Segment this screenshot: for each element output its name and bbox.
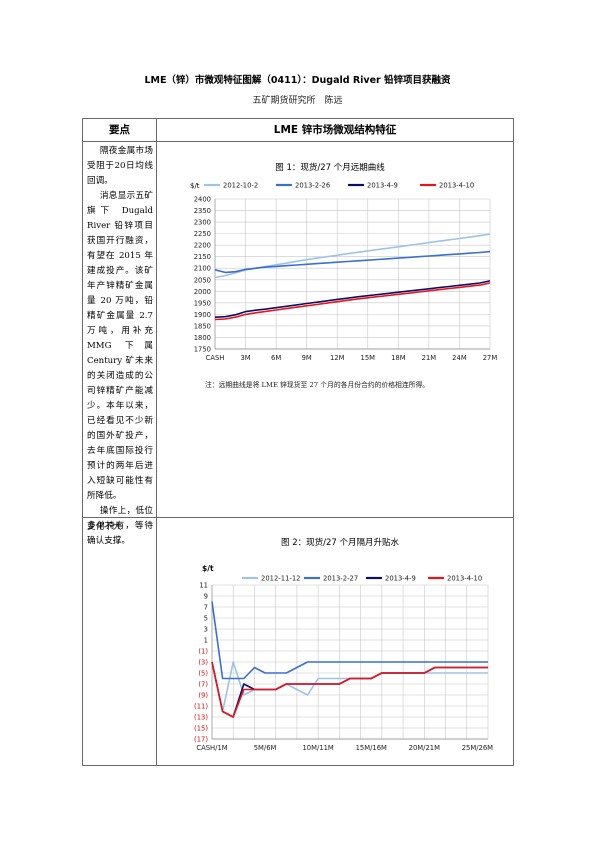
y-tick-label: (9) (198, 692, 208, 700)
legend-label: 2013-2-27 (323, 575, 358, 583)
x-tick-label: 15M (361, 354, 376, 362)
row-divider (83, 517, 513, 518)
legend-label: 2013-4-9 (385, 575, 416, 583)
y-tick-label: 9 (204, 593, 208, 601)
row2-key-point: 变化不大 (87, 522, 122, 532)
column-divider (156, 119, 157, 765)
x-tick-label: 12M (330, 354, 345, 362)
x-tick-label: 6M (271, 354, 281, 362)
y-tick-label: 1950 (194, 299, 211, 307)
y-tick-label: 2200 (194, 242, 211, 250)
header-market-structure: LME 锌市场微观结构特征 (273, 124, 397, 136)
y-tick-label: 1750 (194, 346, 211, 354)
x-tick-label: 24M (452, 354, 467, 362)
x-tick-label: 21M (422, 354, 437, 362)
y-tick-label: 2400 (194, 196, 211, 204)
series-line (214, 250, 491, 274)
x-tick-label: 9M (302, 354, 312, 362)
document-title: LME（锌）市微观特征图解（0411）：Dugald River 铅锌项目获融资 (144, 75, 451, 86)
series-line (214, 282, 491, 321)
spread-chart: 图 2：现货/27 个月隔月升贴水 $/t 11 9 7 5 3 1 (1) (3) (5) (7… (194, 537, 493, 752)
x-tick-label: 15M/16M (356, 744, 387, 752)
header-row-divider (83, 141, 513, 142)
series-line (211, 661, 488, 718)
y-tick-label: (17) (194, 736, 208, 744)
legend-label: 2012-11-12 (261, 575, 301, 583)
forward-curve-chart: 图 1：现货/27 个月远期曲线 $/t 2400 2350 2300 2250 220… (190, 162, 498, 362)
key-point-paragraph: 隔夜金属市场受阻于20日均线回调。 (87, 146, 153, 186)
legend-label: 2012-10-2 (223, 182, 258, 190)
x-tick-label: CASH (206, 354, 225, 362)
y-tick-label: (11) (194, 703, 208, 711)
header-key-points: 要点 (109, 124, 130, 136)
legend-label: 2013-4-10 (439, 182, 474, 190)
x-tick-label: 25M/26M (462, 744, 493, 752)
y-tick-label: (7) (198, 681, 208, 689)
analysis-table: 要点 LME 锌市场微观结构特征 隔夜金属市场受阻于20日均线回调。 消息显示五… (82, 118, 514, 766)
legend-label: 2013-4-10 (447, 575, 482, 583)
y-tick-label: 1850 (194, 322, 211, 330)
y-tick-label: 2300 (194, 219, 211, 227)
y-tick-label: 3 (204, 626, 208, 634)
y-tick-label: 2150 (194, 253, 211, 261)
x-tick-label: 20M/21M (409, 744, 440, 752)
y-tick-label: 11 (199, 582, 208, 590)
y-tick-label: 2350 (194, 207, 211, 215)
y-tick-label: (13) (194, 714, 208, 722)
y-tick-label: (3) (198, 659, 208, 667)
y-tick-label: 2250 (194, 230, 211, 238)
legend-label: 2013-4-9 (367, 182, 398, 190)
chart2-title: 图 2：现货/27 个月隔月升贴水 (281, 537, 399, 548)
x-tick-label: 27M (483, 354, 498, 362)
y-tick-label: 1 (204, 637, 208, 645)
x-tick-label: 10M/11M (302, 744, 333, 752)
series-line (211, 601, 488, 680)
author-line: 五矿期货研究所 陈远 (252, 96, 343, 106)
y-tick-label: 7 (204, 604, 208, 612)
x-tick-label: 18M (391, 354, 406, 362)
y-tick-label: 2000 (194, 288, 211, 296)
y-tick-label: 1800 (194, 334, 211, 342)
x-tick-label: 3M (240, 354, 250, 362)
y-tick-label: (15) (194, 725, 208, 733)
y-tick-label: 2100 (194, 265, 211, 273)
legend-label: 2013-2-26 (295, 182, 330, 190)
series-line (214, 280, 491, 318)
y-tick-label: (1) (198, 648, 208, 656)
chart2-unit-label: $/t (202, 564, 214, 573)
key-points-text: 隔夜金属市场受阻于20日均线回调。 消息显示五矿旗下 Dugald River … (87, 144, 153, 549)
series-line (214, 233, 491, 279)
x-tick-label: CASH/1M (196, 744, 227, 752)
key-point-paragraph: 操作上，低位多单持有，等待确认支撑。 (87, 506, 153, 546)
y-tick-label: 1900 (194, 311, 211, 319)
chart1-title: 图 1：现货/27 个月远期曲线 (275, 162, 385, 173)
key-point-paragraph: 消息显示五矿旗下 Dugald River 铅锌项目获国开行融资，有望在 201… (87, 191, 153, 501)
chart1-unit-label: $/t (190, 182, 200, 190)
chart1-note: 注：远期曲线是将 LME 锌现货至 27 个月的各月份合约的价格相连所得。 (205, 381, 430, 389)
x-tick-label: 5M/6M (254, 744, 277, 752)
y-tick-label: 2050 (194, 276, 211, 284)
y-tick-label: 5 (204, 615, 208, 623)
y-tick-label: (5) (198, 670, 208, 678)
